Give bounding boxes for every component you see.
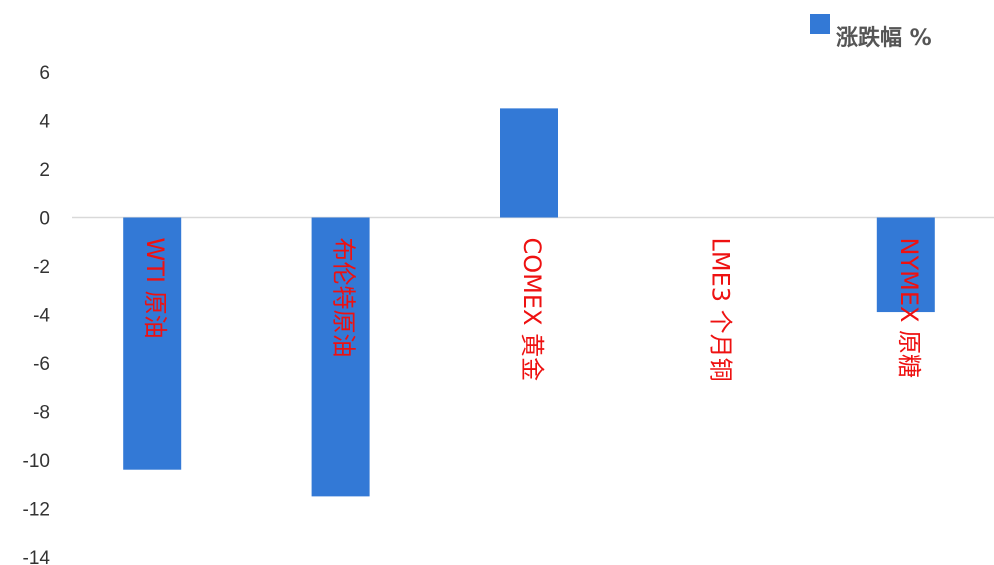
y-tick-label: -6 bbox=[33, 354, 50, 375]
bar bbox=[311, 217, 370, 497]
bar bbox=[500, 108, 558, 218]
y-tick-label: -10 bbox=[23, 451, 50, 472]
y-tick-label: 6 bbox=[39, 63, 50, 84]
y-tick-label: -4 bbox=[33, 306, 50, 327]
category-label: NYMEX 原糖 bbox=[895, 238, 923, 379]
y-tick-label: -14 bbox=[23, 548, 51, 565]
y-tick-label: 4 bbox=[39, 112, 50, 133]
y-tick-label: 0 bbox=[39, 209, 50, 230]
category-label: WTI 原油 bbox=[141, 238, 169, 339]
legend-swatch bbox=[810, 14, 830, 34]
bar bbox=[123, 217, 182, 470]
y-tick-label: 2 bbox=[39, 160, 50, 181]
y-tick-label: -8 bbox=[33, 403, 50, 424]
y-tick-label: -12 bbox=[23, 500, 50, 521]
category-label: 布伦特原油 bbox=[330, 238, 358, 358]
y-tick-label: -2 bbox=[33, 257, 50, 278]
category-label: COMEX 黄金 bbox=[518, 238, 546, 382]
category-labels: WTI 原油 布伦特原油 COMEX 黄金 LME3 个月铜 NYMEX 原糖 bbox=[141, 238, 923, 382]
legend-label: 涨跌幅 % bbox=[836, 26, 932, 51]
legend: 涨跌幅 % bbox=[810, 14, 932, 51]
y-axis-tick-labels: 6 4 2 0 -2 -4 -6 -8 -10 -12 -14 bbox=[23, 63, 51, 565]
bars bbox=[123, 108, 935, 497]
bar bbox=[876, 217, 935, 313]
category-label: LME3 个月铜 bbox=[706, 238, 734, 382]
